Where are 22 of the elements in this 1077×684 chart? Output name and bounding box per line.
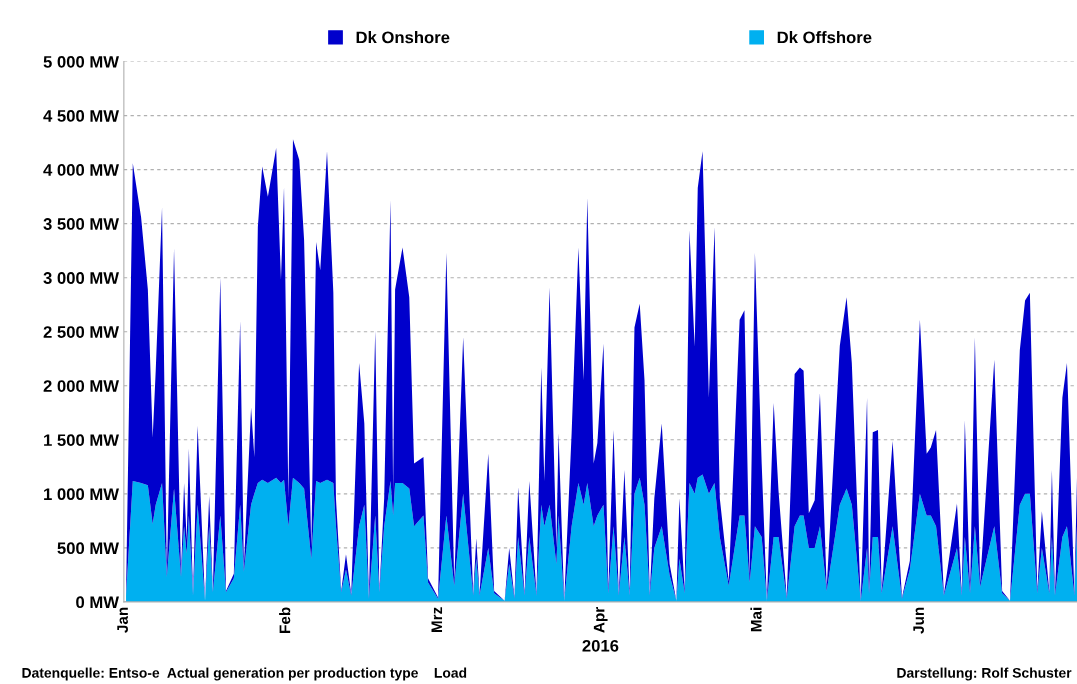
y-tick-label: 500 MW bbox=[57, 542, 119, 555]
text: Datenquelle: Entso-e Actual generation per production type Load bbox=[22, 667, 467, 681]
y-tick-label: 4 000 MW bbox=[43, 164, 119, 176]
x-tick-label: Mrz bbox=[431, 607, 443, 633]
x-tick-label: Jun bbox=[913, 607, 924, 634]
y-tick-label: 5 000 MW bbox=[43, 55, 119, 68]
y-tick-label: 1 500 MW bbox=[44, 434, 119, 447]
x-tick-label: Jan bbox=[117, 607, 128, 633]
x-axis-title: 2016 bbox=[582, 639, 619, 652]
x-tick-label: Mai bbox=[750, 607, 762, 632]
y-tick-label: 3 500 MW bbox=[43, 218, 119, 230]
x-tick-label: Apr bbox=[593, 607, 608, 633]
y-tick-label: 4 500 MW bbox=[43, 110, 119, 122]
x-tick-label: Feb bbox=[279, 607, 291, 633]
y-tick-label: 2 500 MW bbox=[43, 326, 119, 338]
y-tick-label: 2 000 MW bbox=[43, 380, 119, 392]
legend-label: Dk Offshore bbox=[777, 31, 872, 44]
y-tick-label: 3 000 MW bbox=[43, 272, 119, 284]
y-tick-label: 0 MW bbox=[76, 596, 119, 609]
y-tick-label: 1 000 MW bbox=[44, 488, 119, 501]
legend-label: Dk Onshore bbox=[356, 31, 450, 44]
text: Darstellung: Rolf Schuster bbox=[897, 667, 1072, 681]
